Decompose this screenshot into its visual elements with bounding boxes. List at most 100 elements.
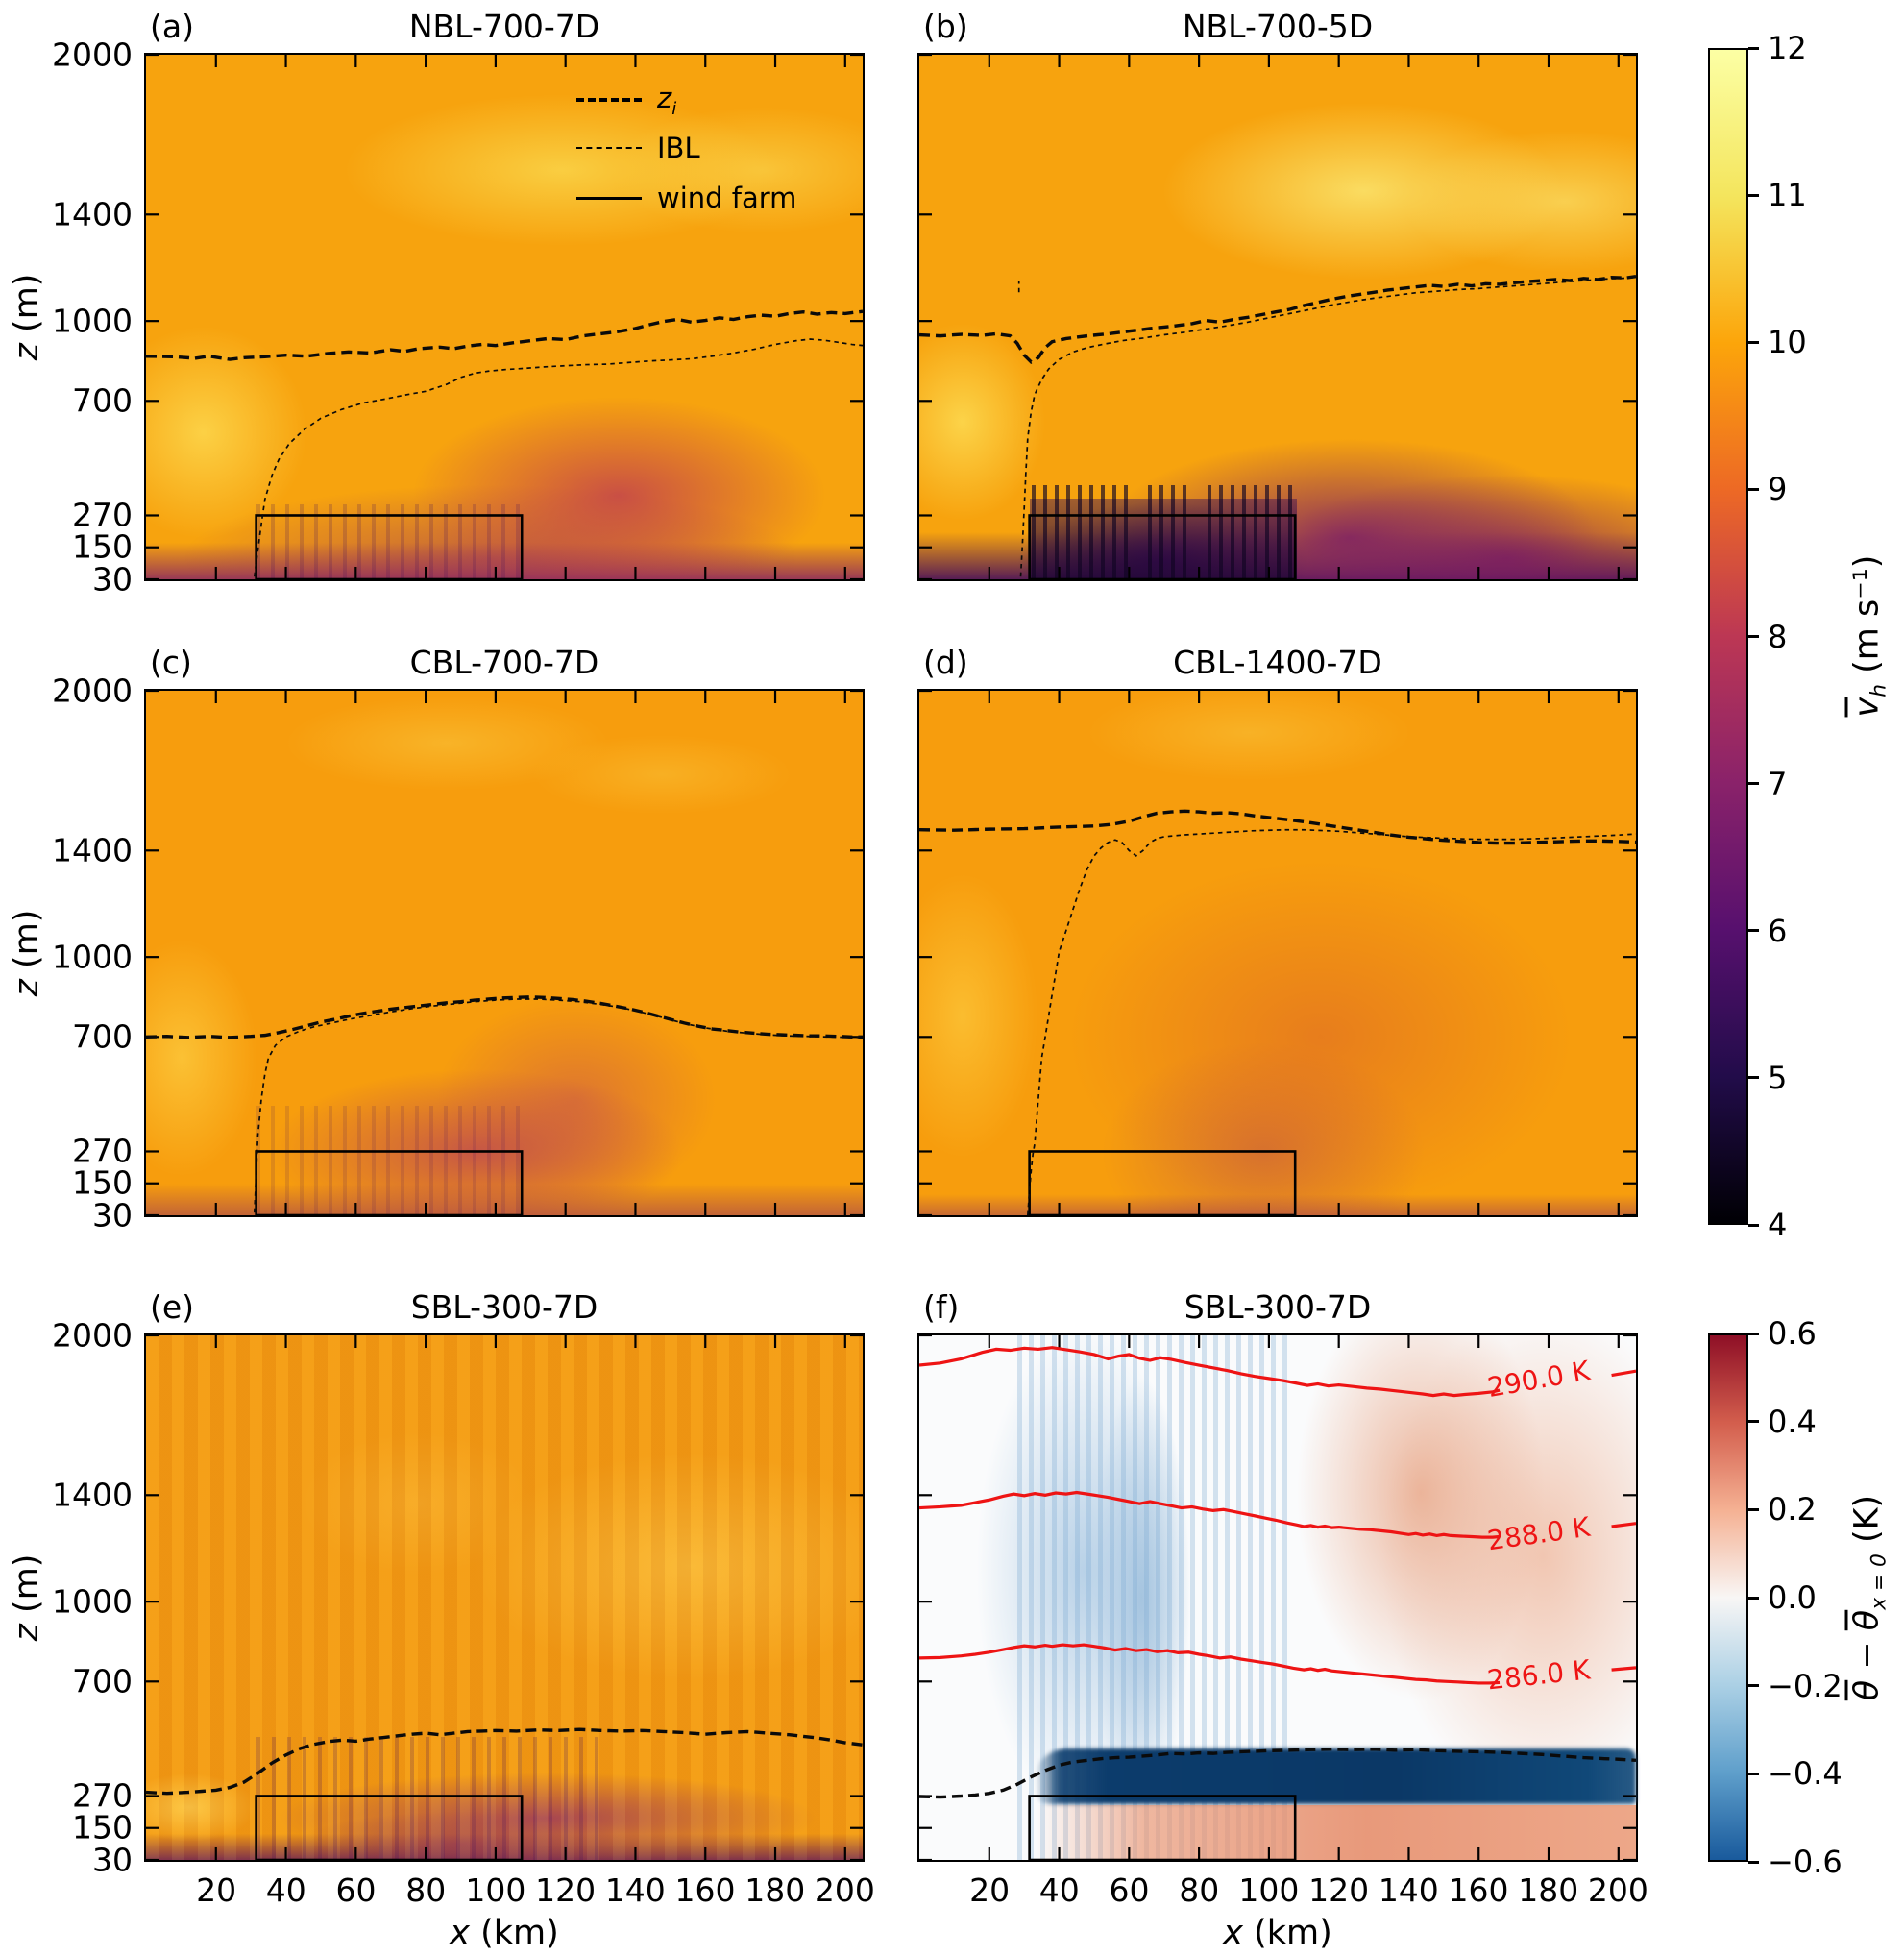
panel-a-title: NBL-700-7D [408, 8, 600, 45]
x-axis-label: x (km) [450, 1914, 559, 1952]
ibl-line-sample [576, 147, 642, 149]
isentrope-286-left-line [919, 1643, 1501, 1685]
z-axis-label: z (m) [8, 909, 46, 997]
panel-d-heatmap [917, 689, 1638, 1217]
panel-b-label: (b) [923, 8, 968, 45]
panel-f-label: (f) [923, 1288, 960, 1326]
z-tick-label: 30 [92, 1841, 133, 1879]
legend-zi-label: zi [657, 82, 677, 119]
x-tick-label: 100 [465, 1871, 526, 1909]
z-tick-label: 2000 [52, 1316, 133, 1355]
wind-farm-box [255, 1795, 524, 1860]
colorbar-tick-label: −0.4 [1768, 1755, 1843, 1793]
panel-d-label: (d) [923, 644, 968, 681]
x-tick-label: 180 [745, 1871, 806, 1909]
panel-d-overlay [919, 691, 1636, 1215]
wind-farm-box [1028, 514, 1297, 579]
ibl-line [1019, 276, 1636, 577]
zi-line [919, 1748, 1636, 1799]
colorbar-tick-label: 8 [1768, 618, 1788, 655]
z-tick-label: 150 [72, 527, 133, 566]
z-tick-label: 270 [72, 496, 133, 534]
colorbar-tick-label: −0.2 [1768, 1667, 1843, 1704]
isentrope-288-right-line [1611, 1522, 1636, 1528]
colorbar-tick [1748, 1420, 1759, 1424]
colorbar-tick-label: 0.4 [1768, 1403, 1817, 1440]
z-axis-label: z (m) [8, 1553, 46, 1642]
z-tick-label: 1000 [52, 302, 133, 340]
ibl-line [1026, 828, 1636, 1215]
zi-line [146, 995, 863, 1039]
z-tick-label: 1400 [52, 195, 133, 233]
panel-f-heatmap: 290.0 K 288.0 K 286.0 K [917, 1333, 1638, 1862]
legend-item-wind-farm: wind farm [576, 182, 796, 214]
panel-a-label: (a) [150, 8, 194, 45]
colorbar-tick-label: 9 [1768, 471, 1788, 508]
panel-f-title: SBL-300-7D [1184, 1288, 1372, 1326]
panel-e-overlay [146, 1335, 863, 1860]
colorbar-tick [1748, 782, 1759, 786]
x-tick-label: 60 [1109, 1871, 1150, 1909]
legend-ibl-label: IBL [657, 132, 700, 164]
x-tick-label: 160 [1448, 1871, 1509, 1909]
colorbar-tick [1748, 635, 1759, 638]
colorbar-tick [1748, 46, 1759, 50]
colorbar-tick [1748, 193, 1759, 197]
x-tick-label: 120 [1308, 1871, 1370, 1909]
x-tick-label: 80 [405, 1871, 447, 1909]
panel-c-title: CBL-700-7D [409, 644, 599, 681]
x-tick-label: 40 [265, 1871, 306, 1909]
x-tick-label: 140 [604, 1871, 666, 1909]
z-tick-label: 150 [72, 1808, 133, 1846]
colorbar-tick [1748, 1332, 1759, 1335]
colorbar-wind-speed-label: vh (m s⁻¹) [1847, 554, 1892, 718]
colorbar-wind-speed [1708, 48, 1748, 1225]
colorbar-theta-difference [1708, 1333, 1748, 1862]
z-tick-label: 1000 [52, 1582, 133, 1621]
isentrope-288-left-line [919, 1490, 1501, 1539]
colorbar-tick-label: 7 [1768, 765, 1788, 802]
x-tick-label: 100 [1238, 1871, 1300, 1909]
z-tick-label: 2000 [52, 36, 133, 74]
z-tick-label: 1000 [52, 938, 133, 976]
x-tick-label: 20 [196, 1871, 237, 1909]
wind-speed-field-c [146, 691, 863, 1215]
panel-d-title: CBL-1400-7D [1173, 644, 1382, 681]
isentrope-290-right-line [1611, 1369, 1636, 1378]
legend-item-ibl: IBL [576, 132, 700, 164]
colorbar-tick-label: 0.6 [1768, 1315, 1817, 1352]
z-tick-label: 700 [72, 381, 133, 420]
wind-speed-field-d [919, 691, 1636, 1215]
panel-e-label: (e) [150, 1288, 195, 1326]
wind-speed-field-a [146, 55, 863, 579]
colorbar-tick-label: −0.6 [1768, 1844, 1843, 1880]
x-tick-label: 200 [814, 1871, 875, 1909]
z-tick-label: 270 [72, 1132, 133, 1170]
legend-wind-farm-label: wind farm [657, 182, 797, 214]
z-tick-label: 30 [92, 560, 133, 599]
z-tick-label: 2000 [52, 672, 133, 710]
isentrope-290-left-line [919, 1346, 1501, 1398]
colorbar-tick [1748, 1223, 1759, 1227]
wind-farm-box [1028, 1150, 1297, 1215]
x-tick-label: 60 [335, 1871, 377, 1909]
panel-c-overlay [146, 691, 863, 1215]
panel-f-overlay [919, 1335, 1636, 1860]
colorbar-tick [1748, 929, 1759, 933]
z-tick-label: 270 [72, 1776, 133, 1815]
x-tick-label: 80 [1179, 1871, 1220, 1909]
panel-a-overlay [146, 55, 863, 579]
colorbar-tick [1748, 487, 1759, 491]
colorbar-tick-label: 11 [1768, 177, 1807, 214]
x-tick-label: 20 [969, 1871, 1011, 1909]
panel-a-heatmap: zi IBL wind farm [144, 53, 865, 581]
x-tick-label: 180 [1518, 1871, 1579, 1909]
z-axis-label: z (m) [8, 273, 46, 361]
x-tick-label: 140 [1378, 1871, 1439, 1909]
wind-farm-box [255, 1150, 524, 1215]
wind-speed-field-e [146, 1335, 863, 1860]
zi-line [146, 1727, 863, 1796]
z-tick-label: 150 [72, 1163, 133, 1202]
z-tick-label: 1400 [52, 1476, 133, 1514]
